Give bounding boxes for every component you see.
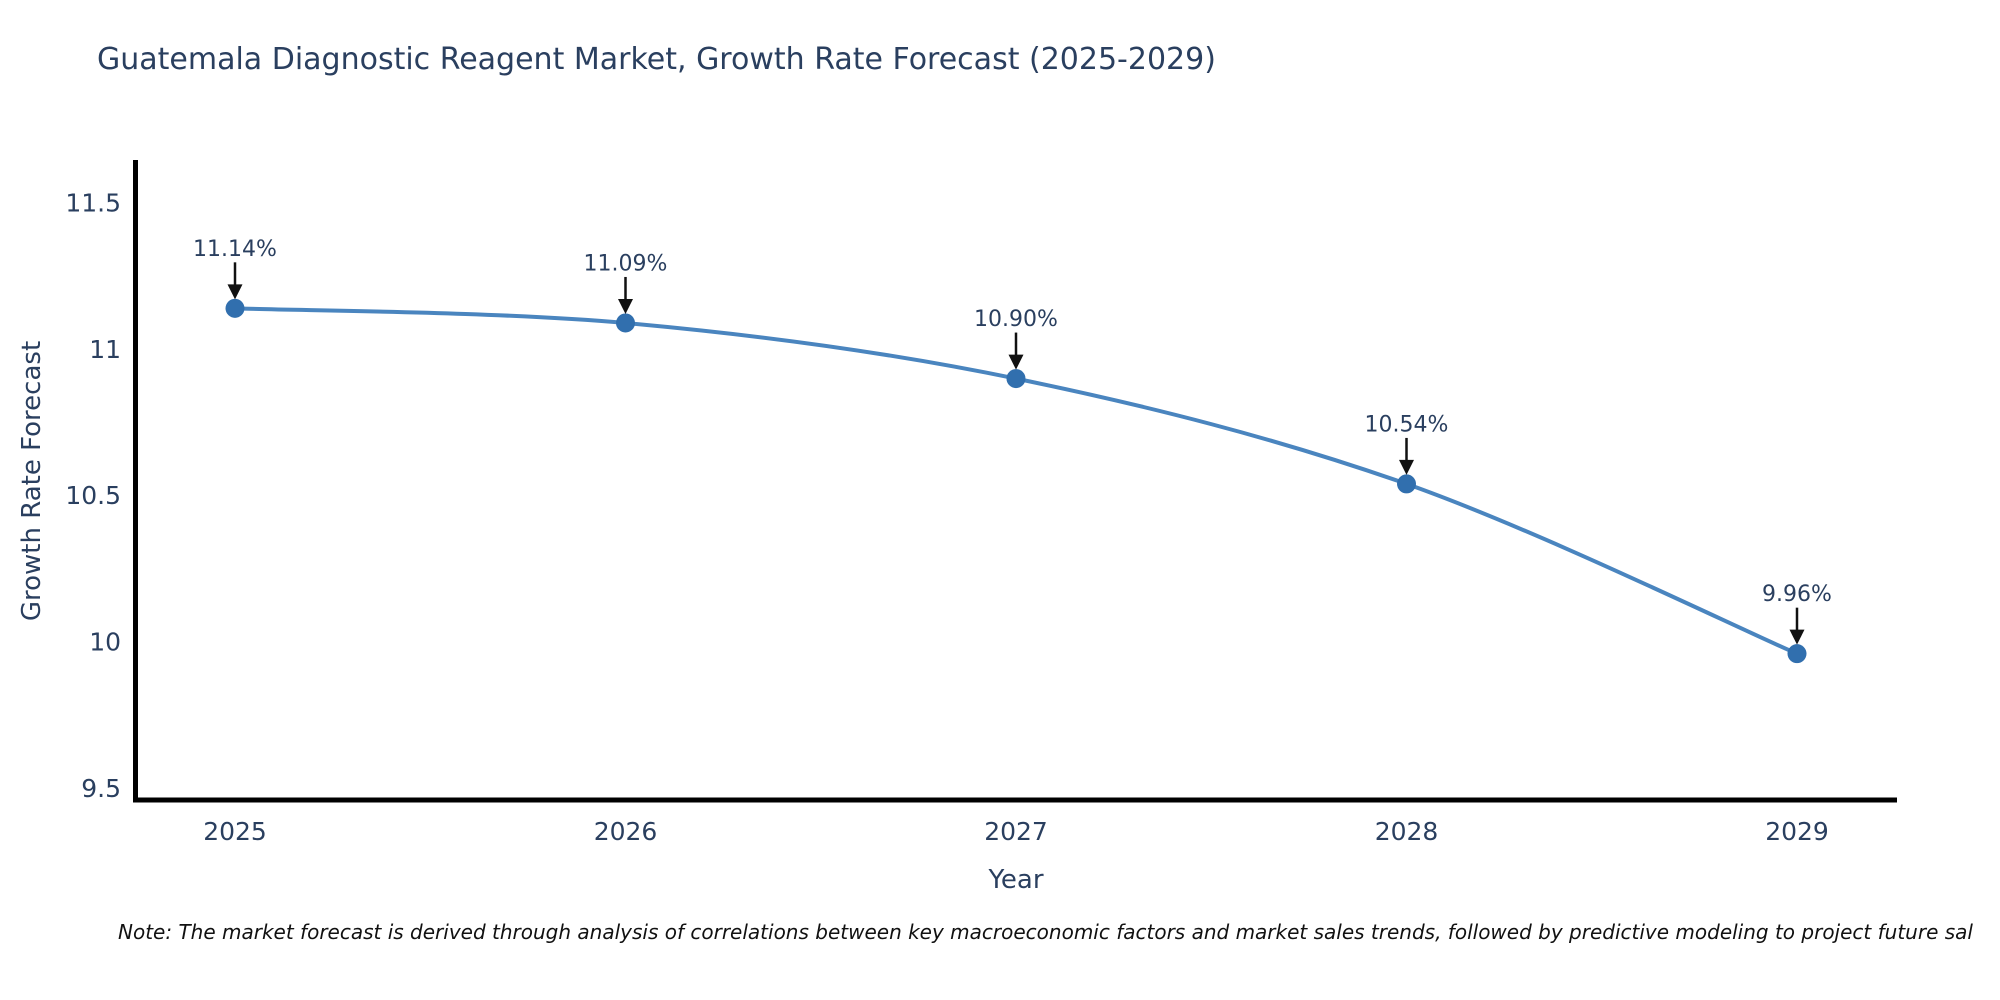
y-axis-title: Growth Rate Forecast [17, 341, 47, 621]
y-tick-label: 11 [89, 335, 121, 364]
annotation-arrow-head [1008, 354, 1024, 370]
data-point-2027 [1006, 369, 1026, 389]
y-tick-label: 10.5 [65, 481, 121, 510]
annotation-2025: 11.14% [193, 237, 277, 300]
x-tick-label: 2028 [1375, 817, 1439, 846]
annotation-label: 10.54% [1365, 412, 1449, 437]
annotation-label: 11.14% [193, 237, 277, 262]
annotation-arrow-head [1399, 459, 1414, 475]
annotation-arrow-head [227, 284, 243, 300]
annotation-label: 9.96% [1762, 582, 1832, 607]
annotation-label: 10.90% [974, 307, 1058, 332]
line-chart: 11.14% 11.09% 10.90% 10.54% 9.96% 9.5 10 10.5 11… [17, 160, 1897, 895]
annotation-2028: 10.54% [1365, 412, 1449, 475]
x-tick-label: 2025 [203, 817, 267, 846]
annotation-2027: 10.90% [974, 307, 1058, 370]
x-tick-label: 2026 [594, 817, 658, 846]
y-tick-label: 11.5 [65, 188, 121, 217]
data-point-2025 [225, 298, 245, 318]
x-tick-label: 2029 [1765, 817, 1829, 846]
annotation-2029: 9.96% [1762, 582, 1832, 645]
data-point-2028 [1397, 474, 1416, 494]
annotation-label: 11.09% [584, 251, 668, 276]
chart-title: Guatemala Diagnostic Reagent Market, Gro… [97, 42, 1216, 77]
data-point-2029 [1787, 644, 1807, 664]
annotation-2026: 11.09% [584, 251, 668, 314]
annotation-arrow-head [1789, 629, 1805, 645]
x-tick-label: 2027 [984, 817, 1048, 846]
footnote: Note: The market forecast is derived thr… [118, 920, 1973, 944]
data-point-2026 [616, 313, 635, 333]
y-tick-label: 10 [89, 627, 121, 656]
x-axis-title: Year [987, 865, 1043, 895]
annotation-arrow-head [618, 298, 633, 314]
y-tick-label: 9.5 [81, 774, 121, 803]
